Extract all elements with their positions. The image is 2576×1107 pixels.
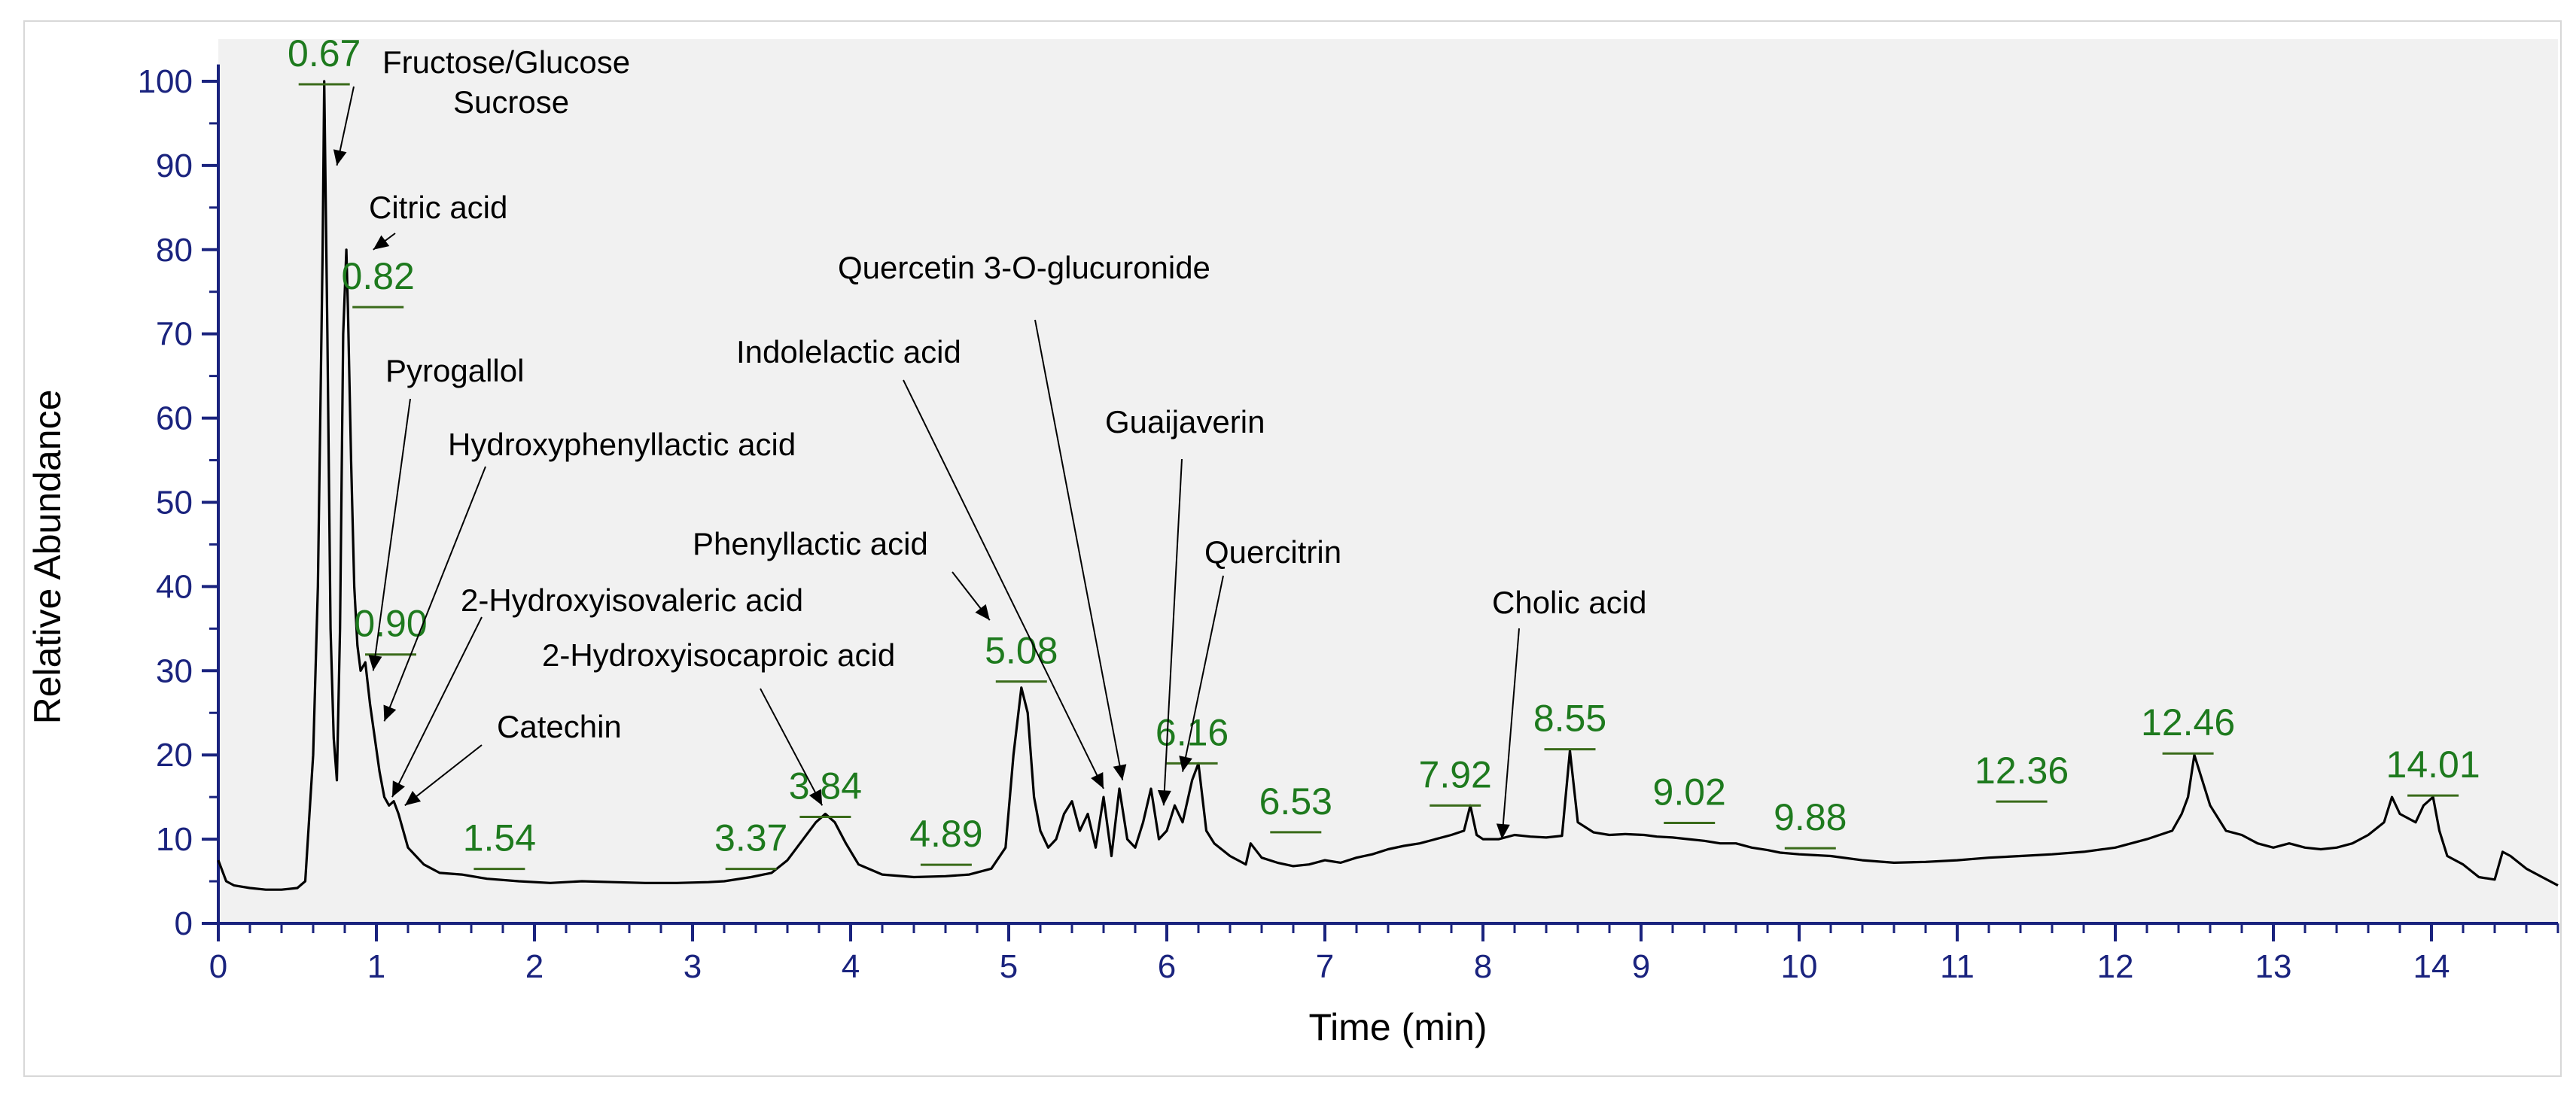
- x-tick-label: 11: [1940, 948, 1975, 985]
- x-tick-label: 1: [367, 948, 385, 985]
- annotation-arrow-line: [1501, 628, 1520, 840]
- peak-label: 12.36: [1975, 750, 2069, 792]
- y-tick-label: 90: [156, 147, 193, 184]
- x-tick-label: 7: [1316, 948, 1334, 985]
- y-tick-label: 100: [138, 63, 193, 100]
- annotation-arrow-line: [903, 379, 1104, 789]
- x-tick-label: 9: [1632, 948, 1650, 985]
- annotation-arrow-head: [392, 780, 405, 798]
- peak-label: 5.08: [985, 630, 1058, 672]
- compound-annotations: Fructose/Glucose Sucrose Citric acid Pyroga…: [333, 44, 1646, 840]
- compound-annotation: Quercetin 3-O-glucuronide: [838, 250, 1210, 285]
- peak-label: 7.92: [1419, 753, 1492, 795]
- compound-annotation: Quercitrin: [1204, 534, 1341, 570]
- annotation-arrow-line: [1162, 458, 1183, 806]
- compound-annotation: Phenyllactic acid: [693, 526, 928, 561]
- peak-label: 0.90: [354, 603, 427, 645]
- y-tick-label: 70: [156, 316, 193, 353]
- annotation-arrow-line: [372, 398, 411, 671]
- annotation-arrow-head: [404, 790, 422, 806]
- compound-annotation: Sucrose: [453, 84, 569, 120]
- y-tick-label: 10: [156, 821, 193, 858]
- annotation-arrow-line: [1034, 319, 1124, 780]
- y-tick-label: 30: [156, 652, 193, 689]
- peak-label: 0.67: [288, 32, 361, 75]
- compound-annotation: Hydroxyphenyllactic acid: [448, 427, 796, 462]
- peak-label: 1.54: [463, 817, 536, 859]
- annotation-arrow-line: [391, 616, 483, 798]
- compound-annotation: Guaijaverin: [1105, 404, 1265, 439]
- peak-label: 14.01: [2386, 744, 2480, 786]
- x-tick-label: 8: [1474, 948, 1492, 985]
- x-tick-label: 10: [1781, 948, 1818, 985]
- annotation-arrow-line: [383, 466, 486, 722]
- x-tick-label: 6: [1158, 948, 1176, 985]
- compound-annotation: Fructose/Glucose: [382, 44, 630, 80]
- y-axis-label: Relative Abundance: [26, 390, 69, 725]
- annotation-arrow-head: [1496, 823, 1510, 840]
- peak-label: 12.46: [2141, 701, 2235, 744]
- annotation-arrow-head: [373, 235, 390, 250]
- compound-annotation: 2-Hydroxyisocaproic acid: [542, 637, 895, 673]
- x-tick-label: 3: [684, 948, 702, 985]
- peak-label: 0.82: [342, 255, 415, 297]
- annotation-arrow-head: [333, 149, 347, 166]
- peak-label: 8.55: [1533, 698, 1606, 740]
- x-tick-label: 12: [2097, 948, 2134, 985]
- annotation-arrow-head: [1091, 772, 1104, 789]
- annotation-arrow-head: [1179, 756, 1192, 772]
- x-tick-label: 13: [2255, 948, 2292, 985]
- y-tick-label: 50: [156, 484, 193, 521]
- annotation-arrow-head: [975, 604, 990, 621]
- annotation-arrow-head: [808, 789, 823, 806]
- y-tick-label: 80: [156, 232, 193, 269]
- peak-label: 4.89: [909, 813, 982, 855]
- y-tick-label: 60: [156, 400, 193, 437]
- annotation-arrow-head: [1113, 764, 1127, 780]
- compound-annotation: Pyrogallol: [385, 353, 524, 388]
- peak-label: 9.02: [1653, 771, 1726, 814]
- peak-label: 6.53: [1259, 780, 1332, 823]
- annotation-arrow-head: [383, 704, 397, 722]
- peak-label: 3.37: [714, 817, 787, 859]
- x-tick-label: 2: [525, 948, 544, 985]
- annotation-arrow-head: [368, 655, 382, 671]
- x-tick-label: 0: [209, 948, 227, 985]
- compound-annotation: Cholic acid: [1492, 585, 1646, 620]
- compound-annotation: 2-Hydroxyisovaleric acid: [461, 582, 803, 618]
- y-tick-label: 20: [156, 737, 193, 774]
- x-tick-label: 4: [842, 948, 860, 985]
- annotation-arrow-line: [404, 744, 483, 807]
- compound-annotation: Catechin: [497, 709, 622, 744]
- y-tick-label: 0: [175, 905, 193, 942]
- compound-annotation: Indolelactic acid: [736, 334, 961, 370]
- plot-area-background: [218, 39, 2558, 923]
- annotation-arrow-line: [760, 688, 824, 806]
- peak-label: 9.88: [1774, 796, 1847, 838]
- x-axis-label: Time (min): [1308, 1006, 1487, 1048]
- x-tick-label: 5: [1000, 948, 1018, 985]
- compound-annotation: Citric acid: [369, 190, 507, 225]
- y-tick-label: 40: [156, 568, 193, 605]
- x-tick-label: 14: [2413, 948, 2450, 985]
- annotation-arrow-head: [1157, 789, 1171, 806]
- peak-label: 3.84: [789, 765, 862, 807]
- annotation-arrow-line: [1182, 575, 1224, 772]
